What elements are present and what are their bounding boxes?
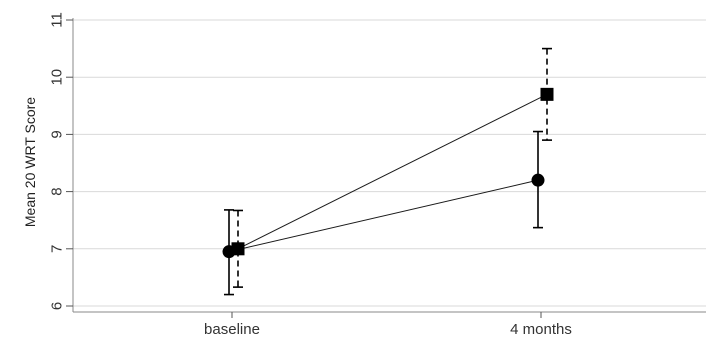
y-tick-label: 7 [48, 245, 65, 253]
series-2 [231, 47, 554, 288]
data-point-circle [531, 173, 545, 187]
y-tick-label: 11 [48, 12, 65, 28]
y-tick-label: 6 [48, 302, 65, 310]
x-tick-label: 4 months [510, 321, 572, 338]
grid-lines [73, 19, 706, 307]
y-axis-ticks: 6 7 8 9 10 11 [48, 12, 73, 310]
series-line [228, 179, 539, 253]
axes [72, 18, 706, 313]
y-axis-label: Mean 20 WRT Score [22, 97, 38, 227]
y-tick-label: 10 [48, 69, 65, 86]
x-axis-ticks: baseline 4 months [204, 312, 572, 338]
series-1 [222, 130, 545, 296]
data-point-square [231, 242, 245, 256]
y-tick-label: 9 [48, 130, 65, 138]
series [222, 47, 554, 296]
data-point-square [540, 87, 554, 101]
x-tick-label: baseline [204, 321, 260, 338]
y-tick-label: 8 [48, 187, 65, 195]
series-line [237, 93, 548, 250]
